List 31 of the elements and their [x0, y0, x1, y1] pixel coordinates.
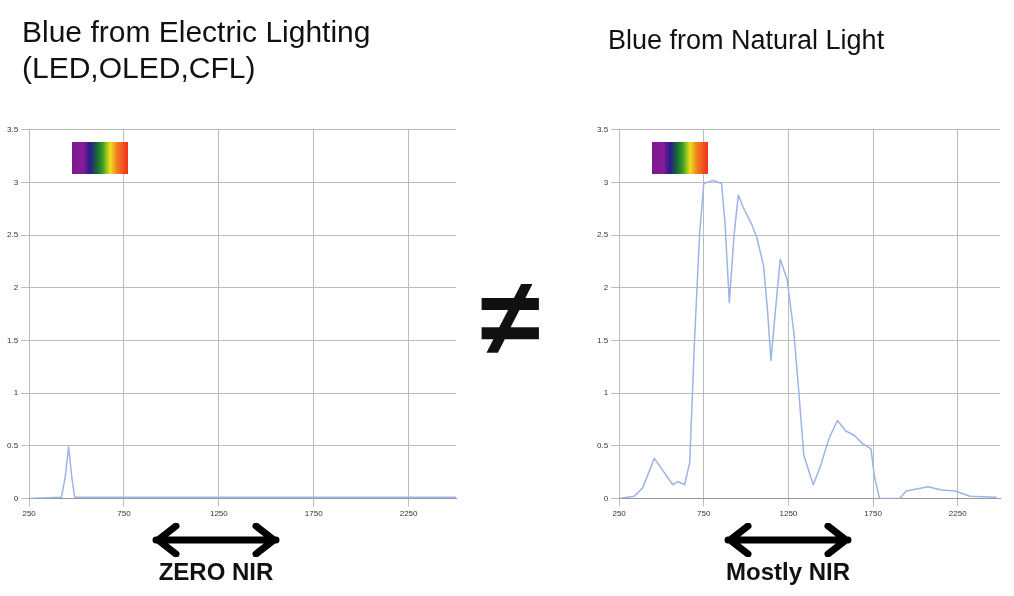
y-tick-label: 2 [13, 282, 19, 292]
chart-title: Blue from Natural Light [608, 24, 885, 57]
x-tick-label: 250 [22, 509, 37, 519]
x-tick-label: 1250 [209, 509, 229, 519]
y-tick-label: 1 [13, 388, 19, 398]
text: Mostly NIR [725, 558, 851, 586]
text: ≠ [480, 255, 541, 378]
y-tick-label: 2.5 [7, 230, 19, 240]
y-tick-label: 1.5 [7, 335, 19, 345]
x-tick-label: 2250 [399, 509, 419, 519]
y-tick-label: 3.5 [597, 125, 609, 134]
y-tick-label: 0.5 [597, 440, 609, 450]
y-tick-label: 0 [13, 493, 19, 503]
x-tick-label: 750 [117, 509, 132, 519]
y-tick-label: 1 [603, 388, 609, 398]
y-tick-label: 2 [603, 282, 609, 292]
x-tick-label: 2250 [948, 509, 968, 519]
y-tick-label: 3 [603, 177, 609, 187]
y-tick-label: 0.5 [7, 440, 19, 450]
x-tick-label: 1250 [779, 509, 798, 519]
text: ZERO NIR [157, 558, 275, 586]
x-tick-label: 250 [612, 509, 627, 519]
x-tick-label: 750 [697, 509, 711, 519]
y-tick-label: 2.5 [597, 230, 609, 240]
y-tick-label: 0 [603, 493, 609, 503]
x-tick-label: 1750 [304, 509, 324, 519]
chart-title: Blue from Electric Lighting (LED,OLED,CFL) [22, 14, 371, 86]
y-tick-label: 1.5 [597, 335, 609, 345]
y-tick-label: 3.5 [7, 125, 19, 134]
y-tick-label: 3 [13, 177, 19, 187]
x-tick-label: 1750 [864, 509, 883, 519]
